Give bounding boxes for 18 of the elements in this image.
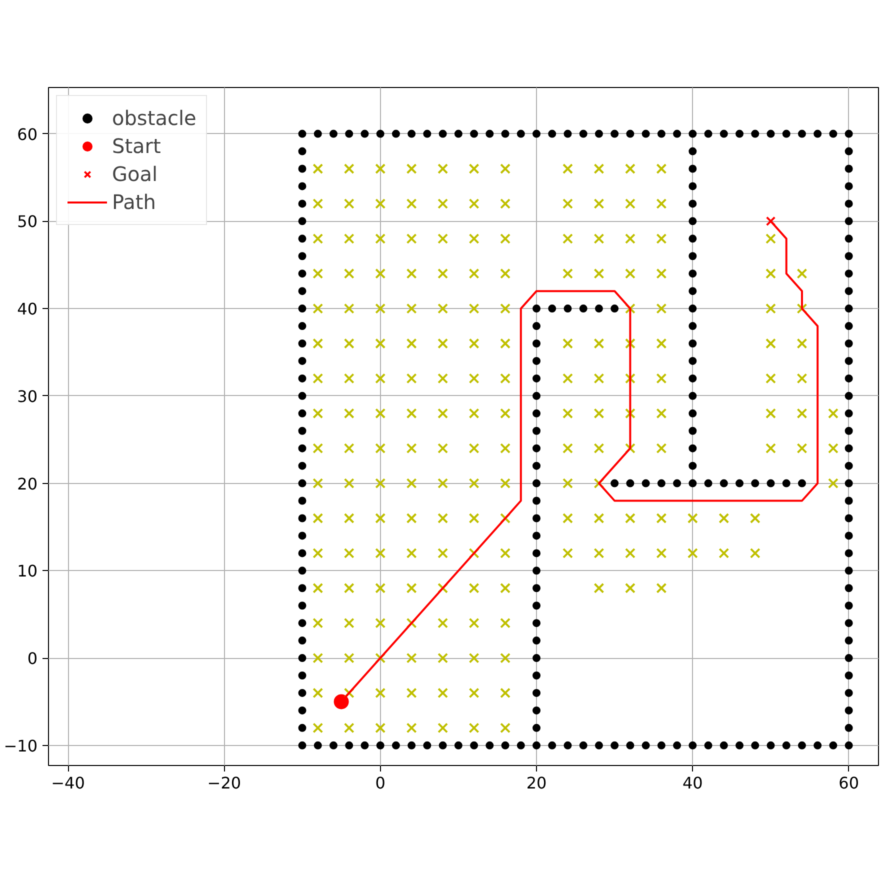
legend-label: obstacle	[112, 106, 196, 130]
x-tick-label: 0	[375, 774, 386, 792]
x-tick-label: 20	[526, 774, 547, 792]
x-tick-label: 60	[838, 774, 860, 792]
y-tick-label: 10	[17, 562, 38, 581]
legend-label: Path	[112, 190, 156, 214]
x-tick-label: −20	[207, 774, 242, 792]
x-tick-label: 40	[682, 774, 703, 792]
legend-label: Start	[112, 134, 161, 158]
y-tick-label: 40	[17, 300, 38, 319]
y-tick-label: 30	[17, 386, 38, 406]
legend-label: Goal	[112, 162, 158, 186]
y-tick-label: −10	[4, 736, 38, 756]
y-tick-label: 0	[27, 649, 38, 668]
y-tick-label: 50	[17, 212, 38, 232]
y-tick-label: 60	[17, 124, 38, 144]
x-tick-label: −40	[51, 774, 85, 792]
y-tick-label: 20	[17, 474, 38, 494]
